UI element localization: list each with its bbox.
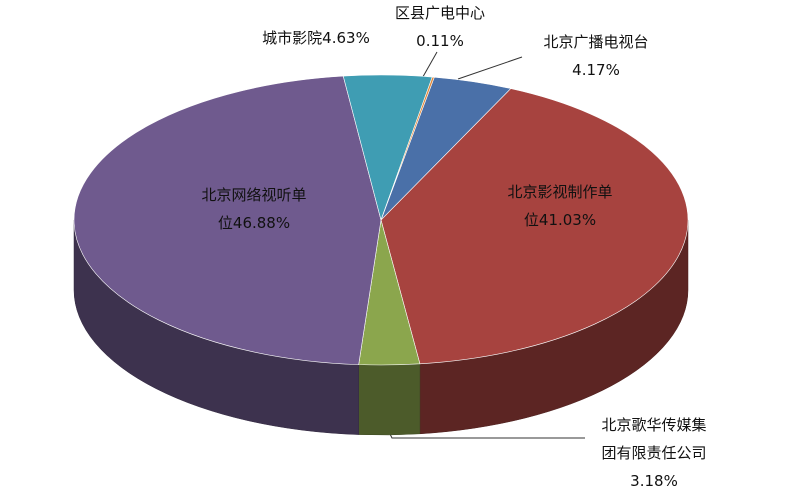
category-label: 北京歌华传媒集团有限责任公司 [601,416,706,462]
category-label: 区县广电中心 [395,4,485,22]
slice-side [358,363,421,436]
value-label: 4.63% [322,29,370,47]
slice-label: 北京广播电视台 4.17% [543,33,648,79]
slice-label: 北京歌华传媒集团有限责任公司 3.18% [601,416,706,490]
slice-label: 城市影院4.63% [262,29,370,47]
category-label: 北京广播电视台 [543,33,648,51]
slice-label: 区县广电中心 0.11% [395,4,485,50]
value-label: 0.11% [416,32,464,50]
leader-line [457,56,523,80]
value-label: 46.88% [233,214,290,232]
slice-label: 北京网络视听单位46.88% [201,186,306,232]
value-label: 4.17% [572,61,620,79]
category-label: 北京网络视听单位 [201,186,306,232]
slice [380,88,689,365]
slice [73,75,382,365]
value-label: 41.03% [539,211,596,229]
category-label: 城市影院 [262,29,322,47]
slice [380,76,435,221]
pie-sides [73,219,689,436]
pie-tops [73,74,689,366]
value-label: 3.18% [630,472,678,490]
category-label: 北京影视制作单位 [507,183,612,229]
slice-label: 北京影视制作单位41.03% [507,183,612,229]
